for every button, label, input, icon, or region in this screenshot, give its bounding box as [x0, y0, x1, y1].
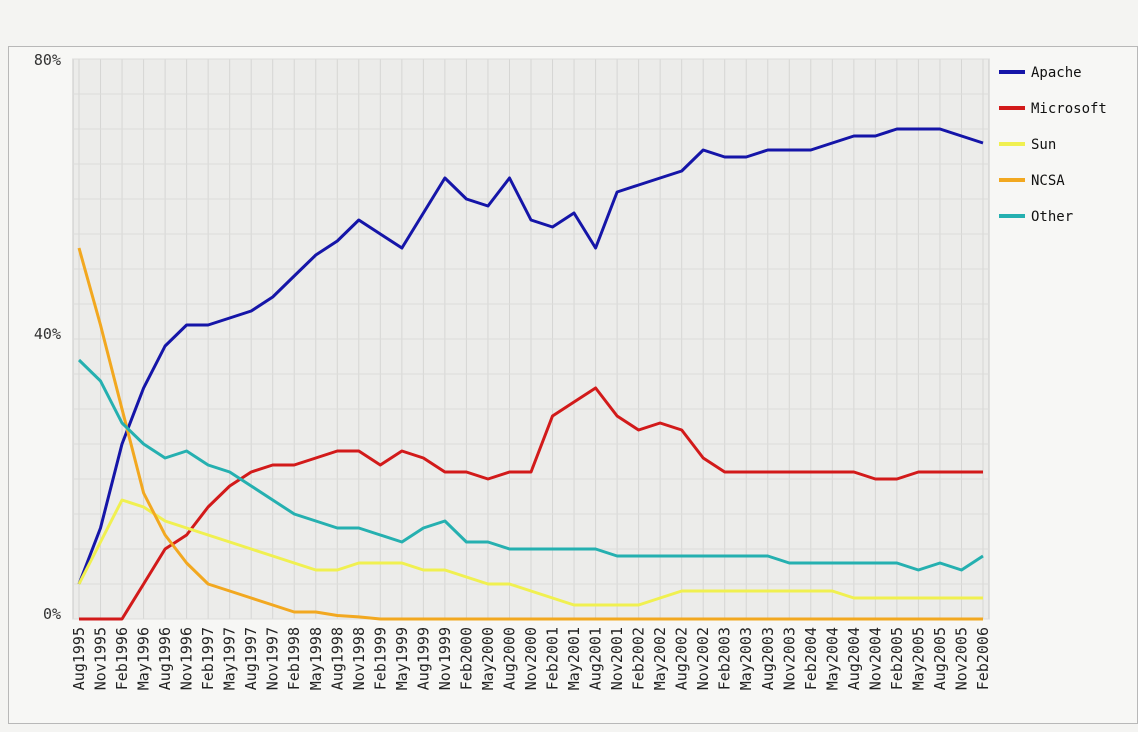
x-axis-ticks: Aug1995 Nov1995 Feb1996 May1996 Aug1996 Nov19…	[70, 627, 992, 690]
x-tick-label: Nov1996	[178, 627, 196, 690]
x-tick-label: Nov2000	[522, 627, 540, 690]
x-tick-label: Aug1998	[328, 627, 346, 690]
x-tick-label: Aug2004	[845, 627, 863, 690]
y-tick-label: 40%	[34, 325, 61, 343]
x-tick-label: Feb1999	[371, 627, 389, 690]
legend: Apache Microsoft Sun NCSA Other	[999, 65, 1107, 225]
chart-frame: 80% 40% 0% Aug1995 Nov1995 Feb1996 May1996 Aug…	[8, 46, 1138, 724]
x-tick-label: Nov2002	[694, 627, 712, 690]
series-line-other	[77, 358, 984, 572]
x-tick-label: May2005	[909, 627, 927, 690]
y-tick-label: 80%	[34, 51, 61, 69]
x-tick-label: Nov1995	[92, 627, 110, 690]
x-tick-label: Feb2005	[888, 627, 906, 690]
x-tick-label: Aug2002	[673, 627, 691, 690]
line-chart: 80%40%0% Aug1995 Nov1995 Feb1996 May1996 Aug…	[34, 51, 1107, 690]
x-tick-label: Feb2000	[457, 627, 475, 690]
x-tick-label: May2001	[565, 627, 583, 690]
x-tick-label: Feb1998	[285, 627, 303, 690]
series-line-sun	[77, 498, 983, 607]
series-line-apache	[77, 127, 984, 585]
x-tick-label: May1998	[307, 627, 325, 690]
grid-lines	[73, 58, 989, 620]
y-axis-ticks: 80% 40% 0%	[34, 51, 61, 623]
x-tick-label: Nov1999	[436, 627, 454, 690]
legend-label: Sun	[1031, 137, 1056, 153]
x-tick-label: Feb2003	[716, 627, 734, 690]
x-tick-label: May1997	[221, 627, 239, 690]
x-tick-label: May2000	[479, 627, 497, 690]
x-tick-label: Nov2003	[780, 627, 798, 690]
x-tick-label: Aug1997	[242, 627, 260, 690]
x-tick-label: Nov1998	[350, 627, 368, 690]
x-tick-label: Feb2006	[974, 627, 992, 690]
x-tick-label: Feb2004	[802, 627, 820, 690]
legend-label: NCSA	[1031, 173, 1065, 189]
x-tick-label: Aug1999	[414, 627, 432, 690]
x-tick-label: May2003	[737, 627, 755, 690]
x-tick-label: Nov2005	[952, 627, 970, 690]
x-tick-label: Aug1995	[70, 627, 88, 690]
x-tick-label: Aug2001	[587, 627, 605, 690]
series-line-microsoft	[79, 386, 983, 621]
x-tick-label: Feb1996	[113, 627, 131, 690]
x-tick-label: Nov2004	[866, 627, 884, 690]
x-tick-label: May1999	[393, 627, 411, 690]
x-tick-label: Aug2003	[759, 627, 777, 690]
x-tick-label: Feb1997	[199, 627, 217, 690]
x-tick-label: Aug2005	[931, 627, 949, 690]
x-tick-label: Nov2001	[608, 627, 626, 690]
x-tick-label: May2002	[651, 627, 669, 690]
y-tick-label: 0%	[43, 605, 61, 623]
legend-label: Apache	[1031, 65, 1082, 81]
series-line-ncsa	[77, 247, 983, 621]
x-tick-label: May2004	[823, 627, 841, 690]
x-tick-label: Feb2001	[544, 627, 562, 690]
x-tick-label: May1996	[135, 627, 153, 690]
series-lines	[77, 127, 984, 621]
x-tick-label: Nov1997	[264, 627, 282, 690]
x-tick-label: Aug2000	[500, 627, 518, 690]
legend-label: Microsoft	[1031, 101, 1107, 117]
x-tick-label: Aug1996	[156, 627, 174, 690]
x-tick-label: Feb2002	[630, 627, 648, 690]
legend-label: Other	[1031, 209, 1073, 225]
